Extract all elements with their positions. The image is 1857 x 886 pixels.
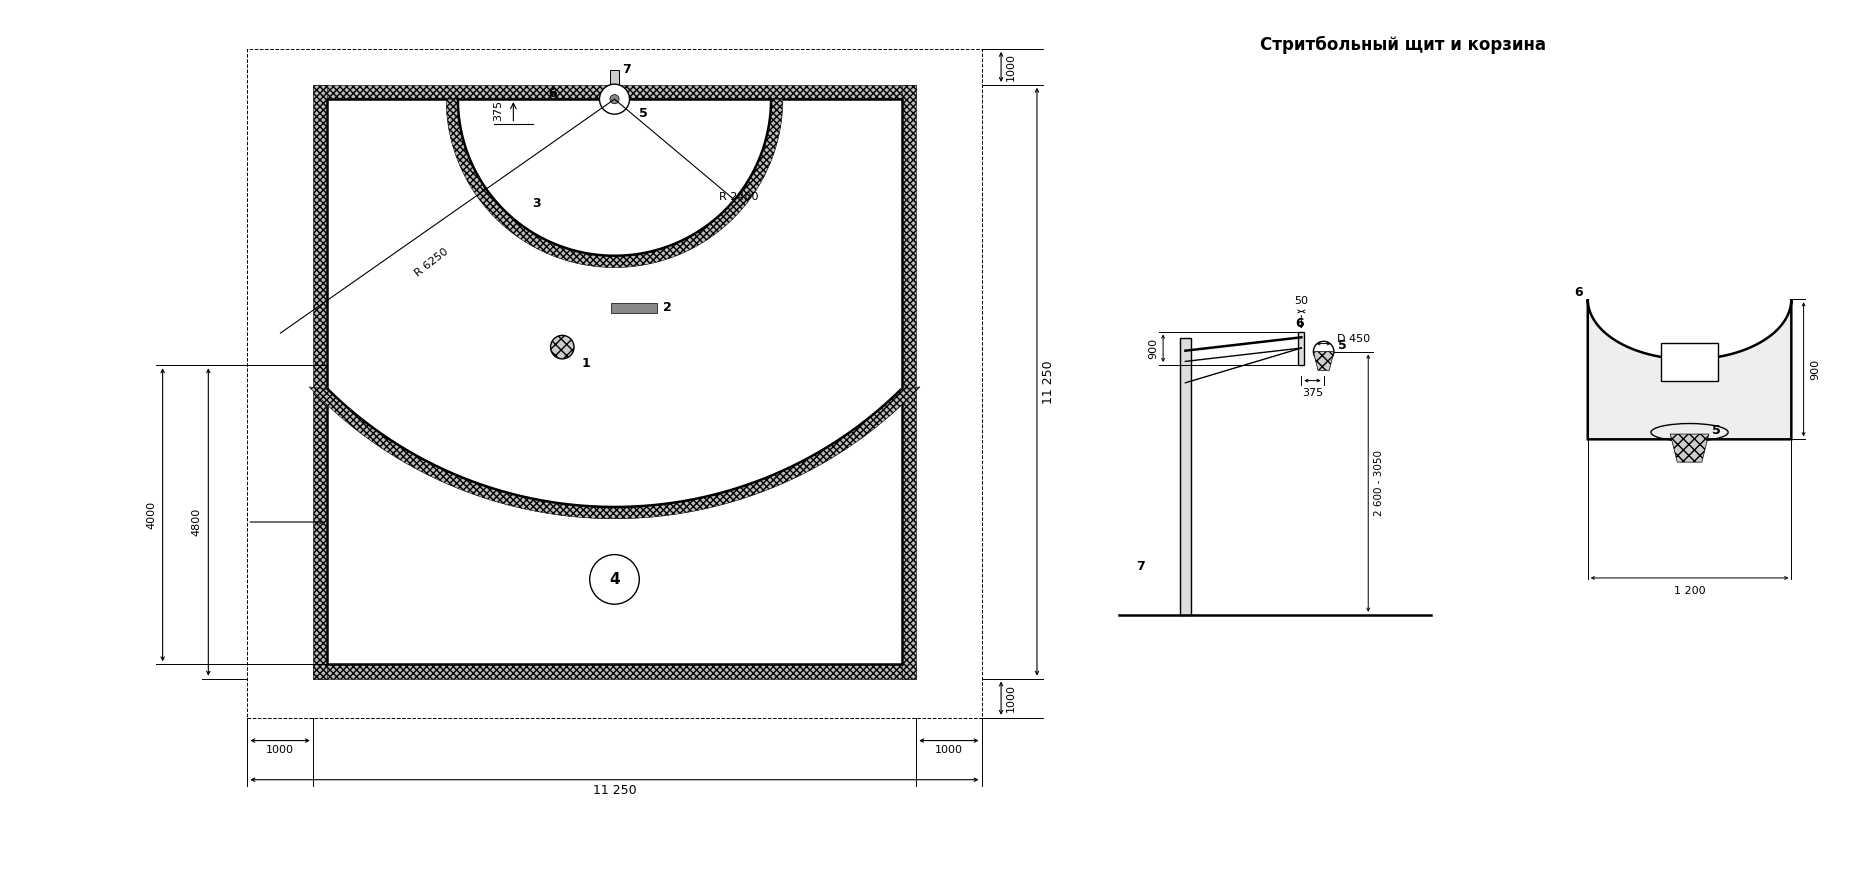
Bar: [1660, 343, 1716, 381]
Text: 50: 50: [1294, 296, 1307, 306]
Bar: [327, 99, 901, 664]
Text: 900: 900: [1148, 338, 1157, 359]
Text: 3: 3: [531, 197, 540, 210]
Polygon shape: [901, 85, 916, 679]
Text: 4800: 4800: [191, 508, 202, 536]
Text: 1000: 1000: [1006, 684, 1016, 712]
Polygon shape: [1313, 352, 1333, 370]
Text: 11 250: 11 250: [1042, 360, 1055, 403]
Text: 4000: 4000: [147, 501, 156, 529]
Text: 6: 6: [1573, 286, 1582, 299]
Polygon shape: [312, 85, 916, 99]
Bar: [247, 49, 980, 718]
Polygon shape: [312, 85, 327, 679]
Bar: [1179, 338, 1190, 615]
Text: 900: 900: [1809, 359, 1820, 380]
Circle shape: [550, 336, 574, 359]
Text: 375: 375: [1302, 388, 1322, 398]
Text: 11 250: 11 250: [592, 784, 635, 797]
Text: 5: 5: [1712, 424, 1720, 437]
Text: 1000: 1000: [266, 745, 293, 755]
Text: 375: 375: [494, 100, 503, 121]
Text: 6: 6: [548, 88, 557, 100]
Text: 1: 1: [581, 357, 591, 370]
Text: 4: 4: [609, 571, 620, 587]
Text: Стритбольный щит и корзина: Стритбольный щит и корзина: [1259, 35, 1545, 53]
Polygon shape: [1669, 434, 1708, 462]
Text: D 450: D 450: [1337, 334, 1370, 344]
Polygon shape: [1588, 299, 1790, 439]
Bar: [609, 70, 618, 99]
Polygon shape: [312, 664, 916, 679]
Polygon shape: [308, 387, 919, 518]
Text: 1000: 1000: [1006, 53, 1016, 81]
Text: 1 200: 1 200: [1673, 586, 1705, 596]
Polygon shape: [446, 99, 782, 268]
Text: 2: 2: [663, 301, 672, 315]
Circle shape: [609, 95, 618, 104]
Text: R 2400: R 2400: [719, 192, 758, 202]
Text: 7: 7: [622, 63, 631, 76]
Text: 5: 5: [639, 107, 648, 120]
Text: 7: 7: [1136, 560, 1144, 573]
Text: 5: 5: [1337, 339, 1346, 353]
Text: 2 600 - 3050: 2 600 - 3050: [1372, 450, 1383, 517]
Circle shape: [600, 84, 630, 114]
Text: 6: 6: [1294, 317, 1304, 330]
Bar: [611, 303, 657, 313]
Text: R 6250: R 6250: [412, 246, 449, 278]
Text: 1000: 1000: [934, 745, 962, 755]
Bar: [1298, 331, 1304, 365]
